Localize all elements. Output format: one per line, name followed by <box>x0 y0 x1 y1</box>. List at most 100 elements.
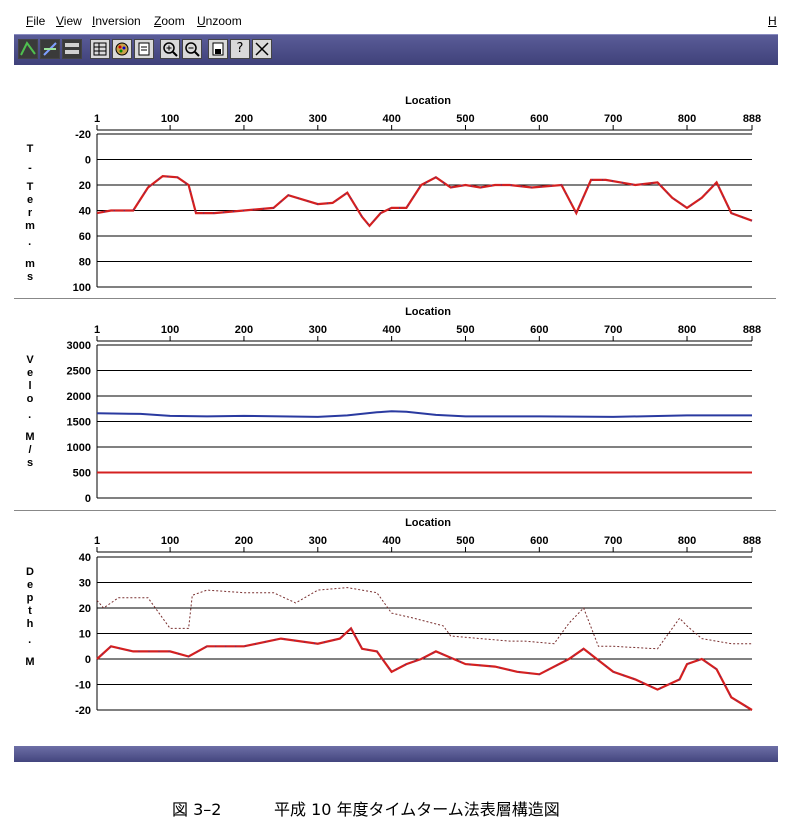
menu-help[interactable]: H <box>768 14 777 28</box>
y-tick-label: -10 <box>75 680 91 692</box>
status-bar <box>14 746 778 762</box>
x-tick-label: 600 <box>530 113 548 125</box>
split-view-icon[interactable] <box>62 39 82 59</box>
palette-icon[interactable] <box>112 39 132 59</box>
x-tick-label: 500 <box>456 324 474 336</box>
y-axis-title-char: M <box>25 656 34 668</box>
x-tick-label: 100 <box>161 113 179 125</box>
save-icon[interactable] <box>208 39 228 59</box>
x-tick-label: 400 <box>382 113 400 125</box>
x-tick-label: 888 <box>743 535 761 547</box>
x-tick-label: 200 <box>235 324 253 336</box>
y-tick-label: 80 <box>79 257 91 269</box>
close-glyph <box>255 42 269 56</box>
y-tick-label: 20 <box>79 603 91 615</box>
view-mode-2-glyph <box>43 42 57 56</box>
x-tick-label: 100 <box>161 324 179 336</box>
table-icon[interactable] <box>90 39 110 59</box>
y-tick-label: 20 <box>79 180 91 192</box>
y-tick-label: 100 <box>73 282 91 294</box>
y-axis-title-char: V <box>26 354 34 366</box>
x-tick-label: 300 <box>309 324 327 336</box>
x-tick-label: 300 <box>309 113 327 125</box>
y-axis-title-char: · <box>28 412 32 424</box>
y-tick-label: 1000 <box>67 442 91 454</box>
y-axis-title-char: m <box>25 220 35 232</box>
menu-zoom[interactable]: Zoom <box>154 14 185 28</box>
table-glyph <box>93 42 107 56</box>
y-tick-label: 60 <box>79 231 91 243</box>
palette-glyph <box>115 42 129 56</box>
y-tick-label: 40 <box>79 552 91 564</box>
x-tick-label: 500 <box>456 113 474 125</box>
menu-file[interactable]: File <box>26 14 46 28</box>
x-tick-label: 1 <box>94 113 100 125</box>
x-tick-label: 700 <box>604 535 622 547</box>
x-tick-label: 700 <box>604 113 622 125</box>
x-tick-label: 800 <box>678 324 696 336</box>
figure-number: 図 3–2 <box>172 800 222 819</box>
y-axis-title-char: p <box>27 592 34 604</box>
y-axis-title-char: r <box>28 207 33 219</box>
x-tick-label: 600 <box>530 535 548 547</box>
x-axis-title: Location <box>405 306 451 318</box>
zoom-in-icon[interactable] <box>160 39 180 59</box>
zoom-out-icon[interactable] <box>182 39 202 59</box>
y-axis-title-char: o <box>27 393 34 405</box>
view-mode-2-icon[interactable] <box>40 39 60 59</box>
x-tick-label: 400 <box>382 324 400 336</box>
x-axis-title: Location <box>405 95 451 107</box>
panel-divider <box>14 510 776 511</box>
y-axis-title-char: T <box>27 181 34 193</box>
x-tick-label: 200 <box>235 535 253 547</box>
y-tick-label: 30 <box>79 578 91 590</box>
y-tick-label: 500 <box>73 468 91 480</box>
y-axis-title-char: / <box>28 444 31 456</box>
x-tick-label: 600 <box>530 324 548 336</box>
y-tick-label: 0 <box>85 654 91 666</box>
y-axis-title-char: D <box>26 566 34 578</box>
x-tick-label: 100 <box>161 535 179 547</box>
y-axis-title-char: - <box>28 162 32 174</box>
y-tick-label: 40 <box>79 206 91 218</box>
x-tick-label: 200 <box>235 113 253 125</box>
x-tick-label: 400 <box>382 535 400 547</box>
menu-unzoom[interactable]: Unzoom <box>197 14 242 28</box>
y-tick-label: 3000 <box>67 340 91 352</box>
series-line <box>96 174 753 228</box>
y-axis-title-char: · <box>28 239 32 251</box>
panel-divider <box>14 298 776 299</box>
view-mode-1-glyph <box>20 41 36 56</box>
y-axis-title-char: T <box>27 143 34 155</box>
y-axis-title-char: s <box>27 271 33 283</box>
series-line <box>96 626 753 711</box>
menu-view[interactable]: View <box>56 14 82 28</box>
x-tick-label: 1 <box>94 535 100 547</box>
y-tick-label: 0 <box>85 155 91 167</box>
save-glyph <box>212 42 224 56</box>
y-axis-title-char: m <box>25 258 35 270</box>
y-axis-title-char: · <box>28 637 32 649</box>
toolbar: ? <box>14 34 778 65</box>
y-tick-label: 2500 <box>67 366 91 378</box>
y-axis-title-char: M <box>25 431 34 443</box>
x-tick-label: 800 <box>678 113 696 125</box>
menu-inversion[interactable]: Inversion <box>92 14 141 28</box>
y-tick-label: -20 <box>75 705 91 717</box>
close-icon[interactable] <box>252 39 272 59</box>
document-icon[interactable] <box>134 39 154 59</box>
split-view-glyph <box>65 43 79 54</box>
zoom-out-glyph <box>185 42 200 57</box>
view-mode-1-icon[interactable] <box>18 39 38 59</box>
help-icon[interactable]: ? <box>230 39 250 59</box>
x-tick-label: 1 <box>94 324 100 336</box>
figure-title: 平成 10 年度タイムターム法表層構造図 <box>274 800 560 819</box>
y-tick-label: 10 <box>79 629 91 641</box>
y-axis-title-char: e <box>27 367 33 379</box>
x-axis-title: Location <box>405 517 451 529</box>
